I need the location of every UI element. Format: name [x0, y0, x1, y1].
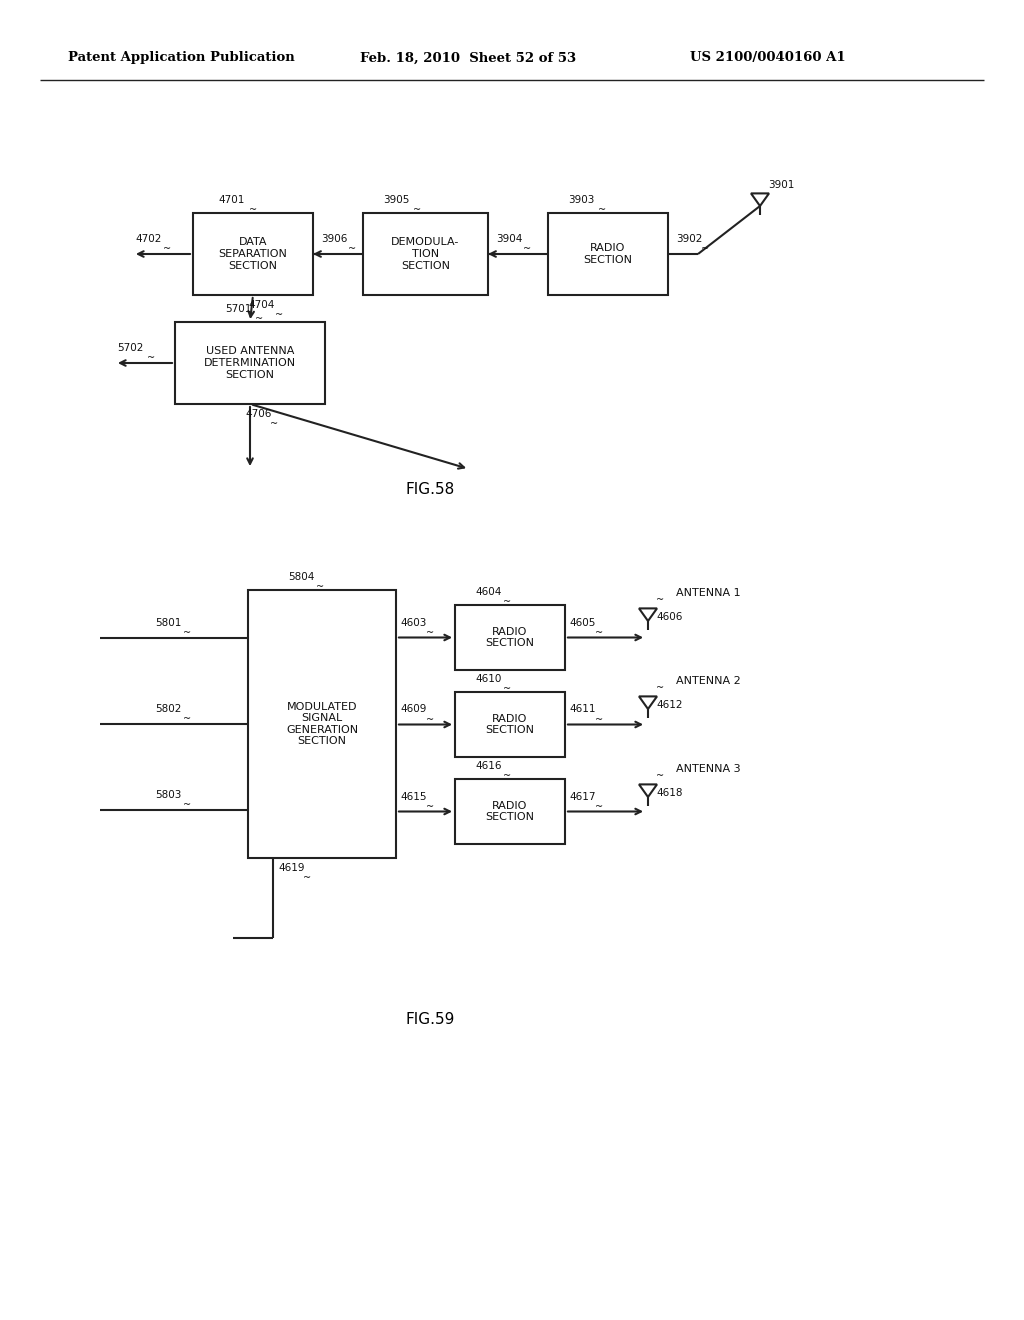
Text: ~: ~	[595, 627, 603, 638]
Text: 3903: 3903	[568, 195, 594, 205]
Text: ~: ~	[348, 244, 356, 253]
Text: ~: ~	[147, 352, 155, 363]
Polygon shape	[639, 784, 657, 797]
Text: ~: ~	[656, 771, 665, 781]
Polygon shape	[639, 697, 657, 709]
Text: ~: ~	[503, 597, 511, 607]
Text: 4618: 4618	[656, 788, 683, 799]
Text: 4619: 4619	[278, 863, 304, 873]
Text: 4603: 4603	[400, 618, 426, 627]
Text: ~: ~	[183, 714, 191, 723]
Text: ~: ~	[701, 244, 710, 253]
Text: ~: ~	[316, 582, 325, 591]
Text: ~: ~	[656, 595, 665, 605]
Polygon shape	[639, 609, 657, 620]
Bar	[455, 692, 565, 756]
Text: ~: ~	[413, 205, 421, 215]
Text: 4605: 4605	[569, 618, 595, 627]
Bar	[175, 322, 325, 404]
Text: 5702: 5702	[117, 343, 143, 352]
Text: 3904: 3904	[496, 234, 522, 244]
Text: 5801: 5801	[155, 618, 181, 628]
Text: ~: ~	[275, 310, 283, 319]
Text: 4612: 4612	[656, 700, 683, 710]
Text: FIG.59: FIG.59	[406, 1012, 455, 1027]
Text: FIG.58: FIG.58	[406, 483, 455, 498]
Text: MODULATED
SIGNAL
GENERATION
SECTION: MODULATED SIGNAL GENERATION SECTION	[286, 702, 358, 746]
Text: 3906: 3906	[321, 234, 347, 244]
Text: ~: ~	[183, 800, 191, 809]
Text: 4606: 4606	[656, 612, 682, 622]
Text: 4615: 4615	[400, 792, 427, 801]
Text: ~: ~	[503, 684, 511, 694]
Bar	[548, 213, 668, 294]
Text: ~: ~	[249, 205, 257, 215]
Text: US 2100/0040160 A1: US 2100/0040160 A1	[690, 51, 846, 65]
Text: RADIO
SECTION: RADIO SECTION	[485, 714, 535, 735]
Text: ~: ~	[303, 873, 311, 883]
Text: 4616: 4616	[475, 762, 502, 771]
Text: 4702: 4702	[135, 234, 162, 244]
Text: 5803: 5803	[155, 789, 181, 800]
Text: ~: ~	[163, 244, 171, 253]
Text: Patent Application Publication: Patent Application Publication	[68, 51, 295, 65]
Bar	[455, 605, 565, 671]
Text: 3905: 3905	[383, 195, 410, 205]
Text: USED ANTENNA
DETERMINATION
SECTION: USED ANTENNA DETERMINATION SECTION	[204, 346, 296, 380]
Text: ANTENNA 1: ANTENNA 1	[676, 587, 740, 598]
Text: 4609: 4609	[400, 705, 426, 714]
Polygon shape	[751, 194, 769, 206]
Bar	[362, 213, 488, 294]
Text: ~: ~	[255, 314, 263, 323]
Text: ~: ~	[270, 418, 279, 429]
Text: ~: ~	[595, 714, 603, 725]
Text: 4706: 4706	[245, 409, 271, 418]
Text: 5802: 5802	[155, 704, 181, 714]
Text: RADIO
SECTION: RADIO SECTION	[485, 801, 535, 822]
Text: ~: ~	[523, 244, 531, 253]
Text: 3902: 3902	[676, 234, 702, 244]
Bar	[193, 213, 313, 294]
Text: ~: ~	[503, 771, 511, 781]
Text: ANTENNA 2: ANTENNA 2	[676, 676, 740, 686]
Text: RADIO
SECTION: RADIO SECTION	[584, 243, 633, 265]
Text: Feb. 18, 2010  Sheet 52 of 53: Feb. 18, 2010 Sheet 52 of 53	[360, 51, 577, 65]
Text: ~: ~	[426, 801, 434, 812]
Text: 4610: 4610	[475, 675, 502, 684]
Text: RADIO
SECTION: RADIO SECTION	[485, 627, 535, 648]
Text: 4617: 4617	[569, 792, 596, 801]
Text: 4704: 4704	[248, 300, 274, 310]
Text: 4701: 4701	[218, 195, 245, 205]
Text: ~: ~	[598, 205, 606, 215]
Text: DATA
SEPARATION
SECTION: DATA SEPARATION SECTION	[218, 238, 288, 271]
Text: ~: ~	[426, 714, 434, 725]
Text: 3901: 3901	[768, 180, 795, 190]
Text: ~: ~	[656, 682, 665, 693]
Bar	[455, 779, 565, 843]
Text: 4604: 4604	[475, 587, 502, 597]
Text: ANTENNA 3: ANTENNA 3	[676, 764, 740, 774]
Text: ~: ~	[595, 801, 603, 812]
Bar	[248, 590, 396, 858]
Text: 5804: 5804	[288, 572, 314, 582]
Text: 5701: 5701	[225, 304, 251, 314]
Text: ~: ~	[426, 627, 434, 638]
Text: DEMODULA-
TION
SECTION: DEMODULA- TION SECTION	[391, 238, 460, 271]
Text: 4611: 4611	[569, 705, 596, 714]
Text: ~: ~	[183, 628, 191, 639]
